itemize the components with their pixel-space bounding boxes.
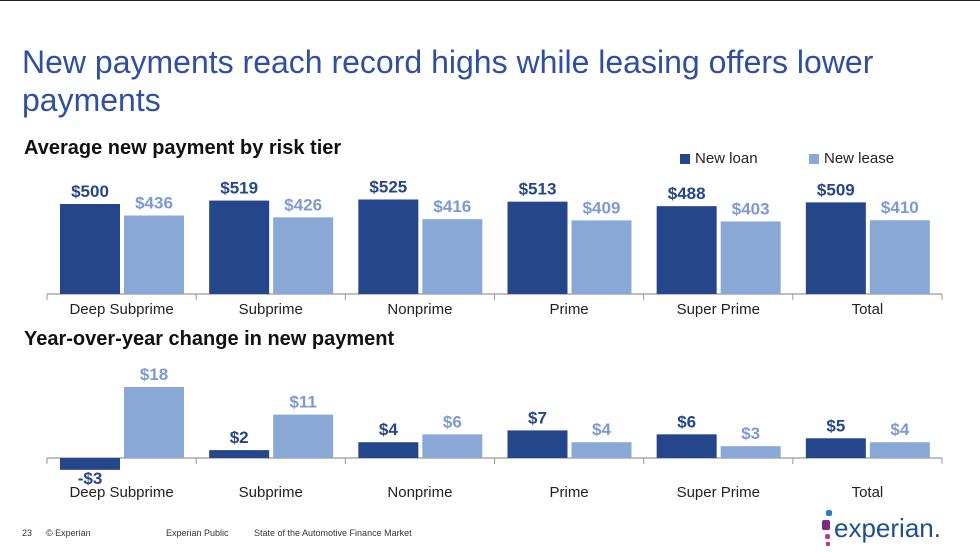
data-label: $436 xyxy=(135,194,173,213)
chart-title-yoy-change: Year-over-year change in new payment xyxy=(24,328,395,350)
bar-new-loan xyxy=(656,434,717,458)
data-label: $4 xyxy=(890,420,909,439)
data-label: $7 xyxy=(528,408,547,427)
footer-deck-title: State of the Automotive Finance Market xyxy=(254,528,412,538)
footer-page-number: 23 xyxy=(22,528,33,538)
data-label: $2 xyxy=(230,428,249,447)
bar-new-lease xyxy=(422,219,483,294)
category-label: Prime xyxy=(549,484,588,501)
category-label: Subprime xyxy=(239,301,303,318)
category-label: Total xyxy=(852,484,884,501)
data-label: $509 xyxy=(817,180,855,199)
category-label: Super Prime xyxy=(677,484,760,501)
bar-new-loan xyxy=(358,442,419,458)
legend-item-new-lease: New lease xyxy=(809,150,894,167)
bar-new-lease xyxy=(720,446,781,458)
bar-new-loan xyxy=(209,200,270,294)
bar-new-lease xyxy=(869,442,930,458)
data-label: $410 xyxy=(881,198,919,217)
data-label: $6 xyxy=(677,412,696,431)
data-label: $4 xyxy=(592,420,611,439)
bar-new-loan xyxy=(507,430,568,458)
bar-new-lease xyxy=(273,217,334,294)
bar-new-lease xyxy=(273,414,334,458)
data-label: $18 xyxy=(140,365,168,384)
legend-label-loan: New loan xyxy=(695,150,758,167)
data-label: $519 xyxy=(220,179,258,198)
experian-logo: experian. xyxy=(820,506,960,551)
data-label: $500 xyxy=(71,182,109,201)
category-label: Deep Subprime xyxy=(69,484,173,501)
chart-title-average-payment: Average new payment by risk tier xyxy=(24,137,342,159)
bar-new-loan xyxy=(358,199,419,294)
data-label: $416 xyxy=(433,197,471,216)
category-label: Deep Subprime xyxy=(69,301,173,318)
bar-new-lease xyxy=(869,220,930,294)
data-label: $409 xyxy=(583,198,621,217)
bar-new-lease xyxy=(571,220,632,294)
legend-swatch-loan xyxy=(680,153,690,164)
bar-new-loan xyxy=(60,458,120,470)
bar-new-lease xyxy=(124,387,184,458)
bar-new-loan xyxy=(656,206,717,294)
data-label: $513 xyxy=(519,180,557,199)
bar-new-loan xyxy=(209,450,270,458)
data-label: $403 xyxy=(732,199,770,218)
bar-new-loan xyxy=(805,438,866,458)
category-label: Nonprime xyxy=(387,484,452,501)
category-label: Prime xyxy=(549,301,588,318)
category-label: Subprime xyxy=(239,484,303,501)
footer-copyright: © Experian xyxy=(46,528,91,538)
bar-new-loan xyxy=(60,204,120,294)
legend-label-lease: New lease xyxy=(824,150,895,167)
data-label: $5 xyxy=(826,416,845,435)
slide-title: New payments reach record highs while le… xyxy=(22,44,874,118)
category-label: Total xyxy=(852,301,884,318)
data-label: $525 xyxy=(369,178,407,197)
bar-new-lease xyxy=(124,215,184,294)
footer-classification: Experian Public xyxy=(166,528,229,538)
data-label: $4 xyxy=(379,420,398,439)
bar-new-loan xyxy=(805,202,866,294)
bar-new-lease xyxy=(720,221,781,294)
category-label: Nonprime xyxy=(387,301,452,318)
data-label: $6 xyxy=(443,412,462,431)
svg-text:experian.: experian. xyxy=(834,513,941,543)
legend-swatch-lease xyxy=(809,153,819,164)
data-label: $488 xyxy=(668,184,706,203)
data-label: $3 xyxy=(741,424,760,443)
legend-item-new-loan: New loan xyxy=(680,150,758,167)
bar-new-lease xyxy=(571,442,632,458)
bar-new-lease xyxy=(422,434,483,458)
data-label: $426 xyxy=(284,195,322,214)
bar-new-loan xyxy=(507,201,568,294)
data-label: $11 xyxy=(289,393,316,412)
category-label: Super Prime xyxy=(677,301,760,318)
data-label: -$3 xyxy=(78,469,103,488)
